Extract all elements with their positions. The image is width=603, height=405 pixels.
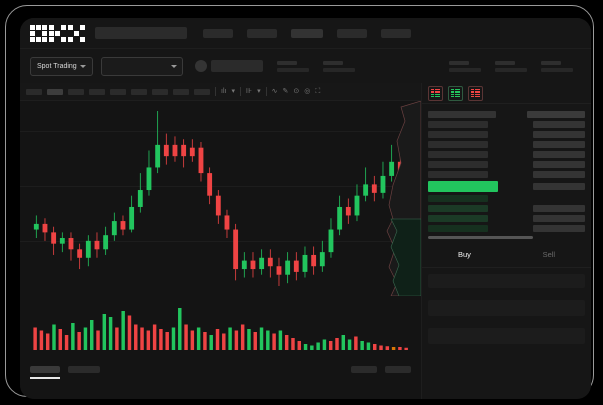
trading-mode-label: Spot Trading — [37, 62, 77, 70]
order-book-ask-row[interactable] — [428, 171, 585, 178]
settings-icon[interactable]: ◎ — [304, 88, 311, 95]
timeframe-button[interactable] — [110, 88, 126, 95]
timeframe-button[interactable] — [194, 88, 210, 95]
timeframe-button[interactable] — [173, 88, 189, 95]
okx-logo[interactable] — [30, 24, 85, 42]
timeframe-button-active[interactable] — [47, 88, 63, 95]
toolbar-divider — [265, 87, 267, 96]
price-field[interactable] — [428, 299, 585, 316]
order-book-rows[interactable] — [422, 104, 591, 243]
chart-column: ılı ▾ ⊪ ▾ ∿ ✎ ⊙ ◎ ⛶ — [20, 83, 423, 399]
orderbook-mode-bids-icon[interactable] — [448, 85, 464, 101]
market-subheader: Spot Trading — [20, 48, 591, 83]
trading-mode-selector[interactable]: Spot Trading — [30, 56, 93, 76]
toolbar-divider — [215, 87, 216, 96]
chart-tab[interactable] — [68, 365, 100, 373]
trade-side-tabs: Buy Sell — [422, 243, 591, 268]
order-book-ask-row[interactable] — [428, 121, 585, 128]
order-book-view-modes — [422, 83, 591, 104]
search-input[interactable] — [95, 27, 187, 39]
order-book-scrollbar[interactable] — [428, 236, 533, 239]
compare-icon[interactable]: ⊪ — [245, 88, 253, 95]
market-stat — [541, 60, 573, 72]
chevron-down-icon — [170, 64, 177, 68]
order-book-ask-row[interactable] — [428, 131, 585, 138]
device-bezel: Spot Trading — [5, 5, 594, 399]
order-book-bid-row[interactable] — [428, 205, 585, 212]
depth-overlay — [386, 101, 422, 296]
amount-field[interactable] — [428, 327, 585, 344]
order-book-bid-row[interactable] — [428, 195, 585, 202]
order-book-last-price-row[interactable] — [428, 181, 585, 192]
order-type-field[interactable] — [428, 273, 585, 288]
device-screen: Spot Trading — [20, 18, 591, 399]
order-book-panel: Buy Sell — [422, 83, 591, 399]
toolbar-divider — [239, 87, 241, 96]
chart-tab[interactable] — [385, 365, 412, 373]
candlestick-chart[interactable] — [20, 101, 422, 296]
orderbook-mode-asks-icon[interactable] — [468, 85, 484, 101]
volume-chart — [20, 296, 422, 358]
chart-toolbar: ılı ▾ ⊪ ▾ ∿ ✎ ⊙ ◎ ⛶ — [20, 83, 422, 101]
nav-item-4[interactable] — [337, 28, 367, 38]
volume-series — [33, 308, 408, 350]
nav-item-2[interactable] — [247, 28, 277, 38]
candlestick-series — [33, 111, 412, 286]
chevron-down-icon[interactable]: ▾ — [231, 88, 235, 95]
order-book-ask-row[interactable] — [428, 151, 585, 158]
timeframe-button[interactable] — [152, 88, 168, 95]
top-navigation-bar — [20, 18, 591, 48]
chevron-down-icon — [79, 64, 86, 68]
indicators-icon[interactable]: ılı — [221, 88, 227, 95]
timeframe-button[interactable] — [26, 88, 42, 95]
pair-name-placeholder — [210, 60, 263, 72]
order-book-bid-row[interactable] — [428, 215, 585, 222]
market-stat — [276, 60, 309, 72]
market-stat — [322, 60, 355, 72]
trading-pair-selector[interactable] — [100, 56, 183, 76]
nav-item-5[interactable] — [381, 28, 411, 38]
market-stat — [495, 60, 527, 72]
order-book-bid-row[interactable] — [428, 225, 585, 232]
chart-bottom-tabs — [20, 358, 422, 380]
chevron-down-icon[interactable]: ▾ — [257, 88, 261, 95]
order-book-header-row — [428, 111, 585, 118]
fullscreen-icon[interactable]: ⛶ — [315, 88, 321, 95]
orderbook-mode-both-icon[interactable] — [428, 85, 444, 101]
nav-item-1[interactable] — [203, 28, 233, 38]
order-book-ask-row[interactable] — [428, 161, 585, 168]
main-content: ılı ▾ ⊪ ▾ ∿ ✎ ⊙ ◎ ⛶ — [20, 83, 591, 399]
order-book-ask-row[interactable] — [428, 141, 585, 148]
coin-avatar — [194, 60, 207, 72]
timeframe-button[interactable] — [68, 88, 84, 95]
timeframe-button[interactable] — [89, 88, 105, 95]
tab-sell[interactable]: Sell — [542, 250, 556, 259]
nav-item-3[interactable] — [291, 28, 323, 38]
line-chart-icon[interactable]: ∿ — [271, 88, 278, 95]
tab-buy[interactable]: Buy — [458, 250, 471, 259]
chart-tab-active[interactable] — [30, 365, 60, 379]
magnet-icon[interactable]: ⊙ — [293, 88, 300, 95]
timeframe-button[interactable] — [131, 88, 147, 95]
chart-tab[interactable] — [351, 365, 378, 373]
market-stat — [449, 60, 481, 72]
pencil-icon[interactable]: ✎ — [282, 88, 289, 95]
